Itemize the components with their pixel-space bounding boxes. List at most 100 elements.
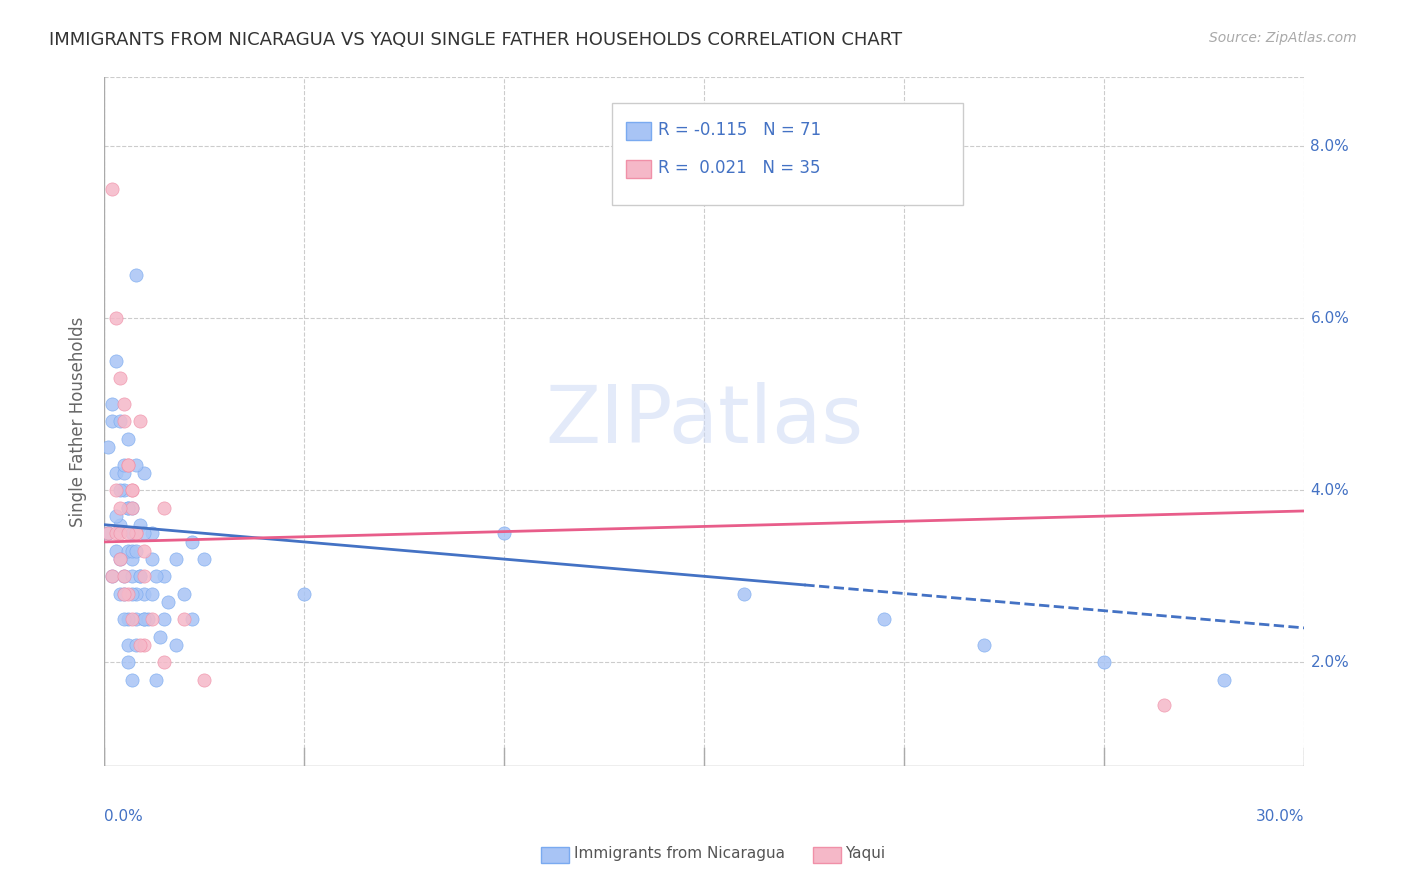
Point [134,638,156,652]
Point [193,673,215,687]
Point [110,517,132,532]
Point [129,415,152,429]
Point [112,569,135,583]
Point [873,612,896,626]
Text: IMMIGRANTS FROM NICARAGUA VS YAQUI SINGLE FATHER HOUSEHOLDS CORRELATION CHART: IMMIGRANTS FROM NICARAGUA VS YAQUI SINGL… [49,31,903,49]
Point [149,630,172,644]
Point [101,569,124,583]
Point [141,526,163,541]
Point [129,569,152,583]
Point [165,552,187,566]
Point [973,638,995,652]
Point [134,612,156,626]
Point [733,586,755,600]
Point [105,311,128,326]
Point [112,483,135,498]
Point [1213,673,1236,687]
Point [1153,698,1175,713]
Point [134,569,156,583]
Point [105,354,128,368]
Point [121,483,143,498]
Point [110,526,132,541]
Text: Source: ZipAtlas.com: Source: ZipAtlas.com [1209,31,1357,45]
Point [153,500,176,515]
Text: 4.0%: 4.0% [1310,483,1350,498]
Point [125,612,148,626]
Point [112,415,135,429]
Point [105,483,128,498]
Point [105,526,128,541]
Point [110,552,132,566]
Point [136,612,159,626]
Point [112,586,135,600]
Point [125,268,148,283]
Point [121,543,143,558]
Point [117,656,139,670]
Point [121,673,143,687]
Point [153,656,176,670]
Point [110,552,132,566]
Point [129,569,152,583]
Point [112,612,135,626]
Point [125,638,148,652]
Point [112,569,135,583]
Point [141,586,163,600]
Point [97,526,120,541]
Point [112,397,135,411]
Point [117,500,139,515]
Text: Yaqui: Yaqui [845,847,886,861]
Point [157,595,180,609]
Point [165,638,187,652]
Point [112,458,135,472]
Point [101,182,124,196]
Point [1094,656,1116,670]
Point [105,509,128,524]
Text: 2.0%: 2.0% [1310,655,1350,670]
Point [193,552,215,566]
Point [117,638,139,652]
Point [101,569,124,583]
Text: Single Father Households: Single Father Households [69,317,87,526]
Point [117,458,139,472]
Point [97,526,120,541]
Point [494,526,516,541]
Point [117,500,139,515]
Point [97,440,120,454]
Point [134,543,156,558]
Point [121,500,143,515]
Point [101,415,124,429]
Point [129,638,152,652]
Point [105,466,128,480]
Point [173,612,195,626]
Point [125,586,148,600]
Point [181,612,204,626]
Point [112,586,135,600]
Point [117,612,139,626]
Text: 0.0%: 0.0% [104,808,143,823]
Point [125,526,148,541]
Point [110,483,132,498]
Point [112,466,135,480]
Point [117,526,139,541]
Point [153,569,176,583]
Point [125,526,148,541]
Point [141,552,163,566]
Text: R =  0.021   N = 35: R = 0.021 N = 35 [658,159,821,177]
Point [292,586,315,600]
Point [121,612,143,626]
Point [173,586,195,600]
Point [125,543,148,558]
Point [129,517,152,532]
Point [110,371,132,385]
Point [110,586,132,600]
Point [145,569,167,583]
Point [121,526,143,541]
Text: ZIPatlas: ZIPatlas [546,383,863,460]
Point [125,458,148,472]
Point [121,569,143,583]
Point [134,526,156,541]
Point [134,612,156,626]
Point [117,543,139,558]
Text: 8.0%: 8.0% [1310,139,1350,153]
Point [121,586,143,600]
